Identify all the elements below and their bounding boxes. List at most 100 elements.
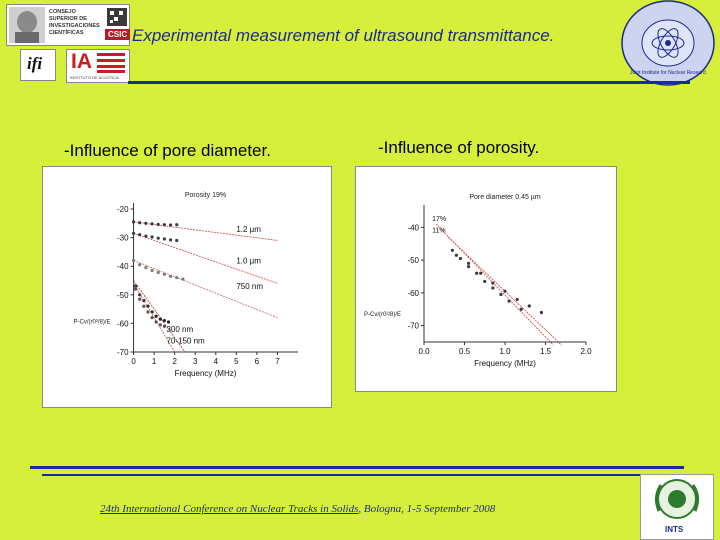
data-point bbox=[539, 310, 544, 315]
data-point bbox=[144, 234, 148, 238]
left-heading: -Influence of pore diameter. bbox=[64, 141, 271, 160]
conference-link[interactable]: 24th International Conference on Nuclear… bbox=[100, 503, 359, 515]
jinr-logo: Joint Institute for Nuclear Research bbox=[620, 0, 716, 86]
data-point bbox=[134, 287, 138, 291]
conference-details: , Bologna, 1-5 September 2008 bbox=[358, 503, 496, 515]
x-axis-label: Frequency (MHz) bbox=[474, 359, 536, 368]
footer-citation: 24th International Conference on Nuclear… bbox=[100, 503, 495, 515]
data-point bbox=[175, 276, 179, 280]
ia-stripes-icon bbox=[97, 53, 125, 73]
fit-line-1 bbox=[133, 232, 278, 284]
data-point bbox=[150, 268, 154, 273]
y-tick-label: -70 bbox=[117, 348, 129, 357]
data-point bbox=[146, 310, 150, 314]
data-point bbox=[162, 223, 166, 227]
series-label: 17% bbox=[432, 216, 446, 223]
jinr-text: Joint Institute for Nuclear Research bbox=[630, 70, 706, 76]
series-label: 11% bbox=[432, 227, 446, 234]
x-tick-label: 3 bbox=[193, 357, 198, 366]
pore-diameter-chart-panel: Porosity 19% -20 -30 -40 -50 -60 -70 0 1 2 3 4 5 6 7 Fr… bbox=[42, 166, 332, 408]
data-point bbox=[168, 223, 173, 227]
pore-diameter-chart: Porosity 19% -20 -30 -40 -50 -60 -700 1 2 3 4 5 6 7 Fr… bbox=[74, 192, 298, 378]
y-tick-label: -30 bbox=[117, 234, 129, 243]
data-point bbox=[156, 222, 160, 227]
data-point bbox=[527, 304, 531, 308]
data-point bbox=[475, 271, 479, 275]
data-point bbox=[168, 238, 173, 242]
data-point bbox=[450, 248, 454, 252]
data-point bbox=[150, 222, 154, 226]
data-point bbox=[131, 231, 136, 235]
data-point bbox=[507, 299, 511, 303]
data-point bbox=[168, 274, 173, 278]
y-tick-label: -70 bbox=[407, 322, 419, 331]
data-point bbox=[162, 272, 166, 276]
axis-formula: P-Cv/(r0²/8)/E bbox=[74, 319, 111, 325]
data-point bbox=[175, 238, 179, 243]
data-point bbox=[458, 256, 463, 261]
data-point bbox=[154, 320, 158, 324]
data-point bbox=[156, 270, 160, 275]
footer-rule-2 bbox=[42, 474, 684, 476]
chart-title: Porosity 19% bbox=[185, 192, 226, 199]
data-point bbox=[158, 317, 162, 321]
data-point bbox=[154, 314, 158, 318]
series-label: 300 nm bbox=[166, 325, 193, 334]
x-tick-label: 2.0 bbox=[580, 347, 592, 356]
data-point bbox=[150, 235, 154, 239]
data-point bbox=[138, 221, 142, 225]
fit-line-3 bbox=[133, 280, 186, 353]
data-point bbox=[519, 307, 523, 311]
data-point bbox=[181, 277, 185, 281]
x-axis-label: Frequency (MHz) bbox=[175, 369, 237, 378]
header-rule bbox=[128, 81, 690, 84]
series-label: 70-150 nm bbox=[166, 336, 205, 345]
x-tick-label: 4 bbox=[214, 357, 219, 366]
y-tick-label: -50 bbox=[117, 291, 129, 300]
fit-line-4 bbox=[133, 283, 176, 353]
fit-line-2 bbox=[133, 260, 278, 319]
data-point bbox=[466, 261, 471, 265]
data-point bbox=[175, 223, 179, 227]
x-tick-label: 7 bbox=[275, 357, 280, 366]
chart-title: Pore diameter 0.45 µm bbox=[469, 194, 541, 201]
data-point bbox=[138, 297, 142, 301]
x-tick-label: 1 bbox=[152, 357, 157, 366]
data-point bbox=[150, 316, 154, 320]
csic-badge: CSIC bbox=[105, 29, 131, 40]
footer-rule-1 bbox=[30, 466, 684, 469]
csic-logo: CONSEJO SUPERIOR DE INVESTIGACIONES CIEN… bbox=[6, 4, 131, 46]
data-point bbox=[144, 266, 148, 270]
csic-text: CONSEJO SUPERIOR DE INVESTIGACIONES CIEN… bbox=[49, 9, 100, 36]
series-label: 750 nm bbox=[236, 282, 263, 291]
axis-formula: P-Cv/(r0²/8)/E bbox=[364, 312, 401, 318]
y-tick-label: -60 bbox=[117, 319, 129, 328]
ifi-logo: ifi bbox=[20, 49, 56, 81]
ia-logo: IA INSTITUTO DE ACÚSTICA bbox=[66, 49, 130, 83]
csic-pattern-icon bbox=[107, 8, 127, 26]
x-tick-label: 1.0 bbox=[499, 347, 511, 356]
porosity-chart: Pore diameter 0.45 µm -40 -50 -60 -70 0.0 0.5 1… bbox=[364, 194, 592, 368]
data-point bbox=[156, 236, 160, 240]
data-point bbox=[466, 265, 471, 269]
data-point bbox=[144, 221, 148, 225]
porosity-chart-panel: Pore diameter 0.45 µm -40 -50 -60 -70 0.0 0.5 1… bbox=[355, 166, 617, 392]
data-point bbox=[515, 297, 519, 302]
x-tick-label: 1.5 bbox=[540, 347, 552, 356]
data-point bbox=[491, 281, 495, 285]
y-tick-label: -40 bbox=[407, 223, 419, 232]
y-tick-label: -40 bbox=[117, 262, 129, 271]
data-point bbox=[479, 271, 483, 275]
data-point bbox=[142, 304, 146, 308]
x-tick-label: 0.0 bbox=[418, 347, 430, 356]
data-point bbox=[454, 253, 458, 257]
data-point bbox=[162, 237, 166, 241]
ints-emblem-icon bbox=[654, 479, 700, 519]
x-tick-label: 2 bbox=[172, 357, 177, 366]
data-point bbox=[166, 320, 171, 324]
y-tick-label: -20 bbox=[117, 205, 129, 214]
csic-portrait-icon bbox=[9, 7, 45, 43]
x-tick-label: 5 bbox=[234, 357, 239, 366]
data-point bbox=[491, 286, 495, 290]
y-tick-label: -60 bbox=[407, 289, 419, 298]
